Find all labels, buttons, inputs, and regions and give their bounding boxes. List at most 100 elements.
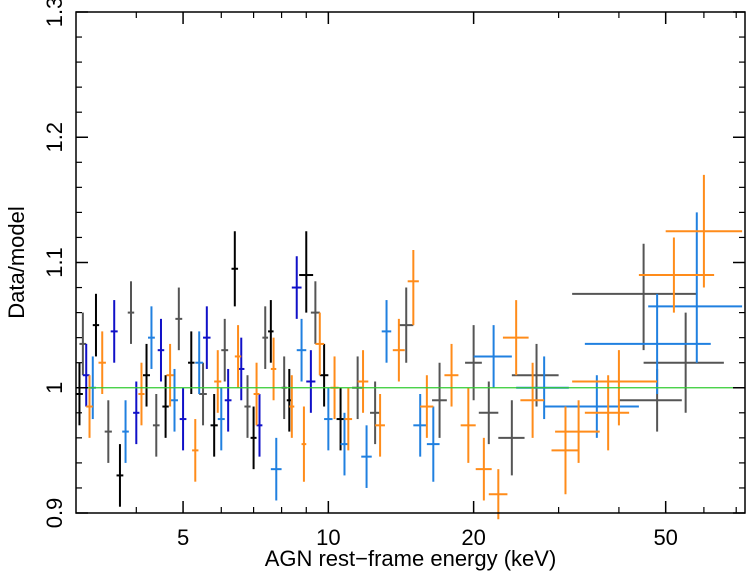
y-tick-label: 1.3: [42, 0, 67, 27]
data-point: [195, 331, 204, 395]
data-point: [498, 400, 525, 476]
series-black: [76, 231, 345, 507]
data-point: [340, 412, 349, 476]
data-point: [268, 300, 274, 363]
data-point: [175, 287, 183, 351]
data-point: [152, 394, 160, 457]
data-point: [203, 306, 211, 369]
data-point: [551, 406, 579, 495]
data-point: [315, 312, 325, 376]
x-tick-label: 50: [653, 525, 677, 550]
data-point: [475, 437, 492, 501]
data-point: [370, 381, 381, 445]
data-point: [110, 300, 118, 363]
tick-labels-layer: 5 10 20 50 0.9 1 1.1 1.2 1.3: [42, 0, 678, 550]
data-point: [231, 231, 239, 307]
data-point: [214, 350, 222, 413]
plot-frame: [75, 11, 746, 514]
data-point: [544, 375, 639, 438]
y-tick-label: 1.1: [42, 247, 67, 278]
data-point: [478, 381, 499, 445]
data-point: [555, 400, 600, 463]
series-gray: [79, 243, 724, 476]
data-point: [221, 318, 229, 382]
data-point: [336, 387, 345, 451]
data-point: [86, 375, 93, 438]
data-point: [270, 337, 277, 401]
data-point: [407, 249, 419, 326]
data-point: [361, 425, 372, 488]
data-point: [375, 394, 385, 457]
data-point: [162, 375, 169, 438]
y-tick-label: 1: [42, 382, 67, 394]
x-axis-title: AGN rest−frame energy (keV): [265, 546, 557, 571]
data-point: [310, 281, 320, 344]
data-point: [217, 387, 225, 451]
data-point: [104, 400, 112, 463]
data-point: [262, 306, 269, 369]
data-point: [138, 362, 145, 426]
data-point: [166, 343, 174, 407]
data-point: [392, 318, 405, 382]
data-point: [648, 212, 743, 363]
data-point: [188, 331, 195, 395]
data-point: [244, 375, 251, 438]
data-point: [381, 300, 392, 363]
data-point: [76, 362, 83, 426]
data-point: [296, 318, 307, 382]
data-point: [127, 281, 135, 344]
data-point: [224, 368, 232, 432]
data-point: [157, 318, 165, 382]
data-point: [238, 337, 245, 401]
data-point: [116, 444, 124, 507]
data-point: [432, 362, 447, 438]
data-point: [122, 400, 129, 463]
data-point: [148, 306, 155, 369]
data-point: [306, 350, 316, 413]
data-point: [324, 387, 333, 451]
data-point: [643, 312, 724, 413]
data-point: [170, 368, 178, 432]
data-point: [92, 293, 100, 357]
data-point: [357, 350, 369, 413]
data-point: [143, 343, 150, 407]
data-point: [98, 331, 106, 395]
data-point: [192, 419, 199, 482]
data-point: [488, 469, 508, 520]
data-point: [426, 406, 440, 482]
data-point: [511, 343, 559, 407]
data-point: [665, 174, 743, 288]
data-point: [618, 368, 682, 432]
data-point: [398, 287, 414, 363]
marks-layer: [76, 174, 743, 520]
data-point: [444, 343, 459, 407]
data-point: [291, 256, 302, 319]
data-point: [199, 362, 207, 426]
series-navy: [82, 256, 316, 457]
data-point: [502, 300, 529, 376]
data-point: [319, 343, 329, 407]
data-point: [250, 406, 257, 470]
data-point: [289, 375, 295, 438]
data-point: [584, 375, 630, 451]
data-point: [82, 343, 90, 407]
data-point: [270, 437, 282, 501]
data-point: [133, 381, 140, 445]
data-point: [179, 387, 187, 451]
data-point: [584, 293, 711, 395]
series-blue: [89, 212, 743, 501]
x-tick-label: 10: [316, 525, 340, 550]
data-point: [413, 394, 427, 457]
data-point: [520, 362, 545, 438]
x-tick-label: 20: [461, 525, 485, 550]
data-point: [210, 394, 218, 457]
y-axis-title: Data/model: [4, 206, 29, 319]
data-point: [460, 387, 476, 463]
x-tick-label: 5: [177, 525, 189, 550]
data-point: [253, 362, 260, 426]
data-point: [79, 312, 87, 376]
series-orange: [86, 174, 743, 520]
data-point: [420, 375, 434, 438]
data-point: [344, 387, 353, 451]
